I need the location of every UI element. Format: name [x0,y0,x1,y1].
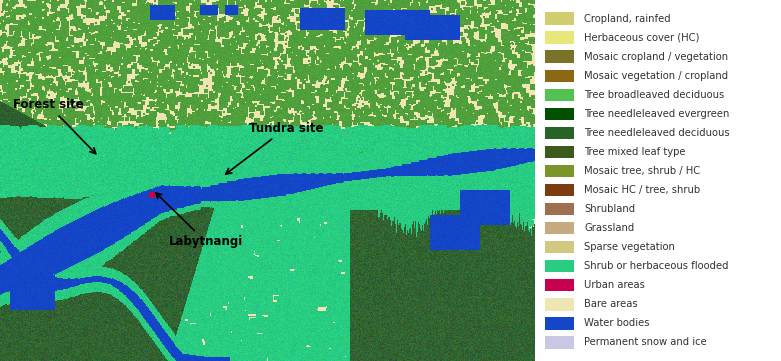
Text: Shrubland: Shrubland [584,204,635,214]
Text: Mosaic vegetation / cropland: Mosaic vegetation / cropland [584,71,729,81]
Bar [545,108,574,120]
Text: Grassland: Grassland [584,223,634,233]
Bar [545,146,574,158]
Text: Labytnangi: Labytnangi [155,193,243,248]
Text: Water bodies: Water bodies [584,318,650,329]
Bar [545,184,574,196]
Text: Sparse vegetation: Sparse vegetation [584,242,675,252]
Bar [545,31,574,44]
Text: Permanent snow and ice: Permanent snow and ice [584,338,707,347]
Text: Tree mixed leaf type: Tree mixed leaf type [584,147,686,157]
Text: Shrub or herbaceous flooded: Shrub or herbaceous flooded [584,261,729,271]
Text: Bare areas: Bare areas [584,299,638,309]
Bar [545,279,574,291]
Text: Tree needleleaved evergreen: Tree needleleaved evergreen [584,109,729,119]
Text: Urban areas: Urban areas [584,280,645,290]
Bar [545,222,574,234]
Text: Tree needleleaved deciduous: Tree needleleaved deciduous [584,128,729,138]
Bar [545,127,574,139]
Bar [545,260,574,273]
Bar [545,88,574,101]
Text: Herbaceous cover (HC): Herbaceous cover (HC) [584,32,700,43]
Text: Tundra site: Tundra site [226,122,323,174]
Bar [545,203,574,215]
Bar [545,70,574,82]
Bar [545,298,574,310]
Bar [545,241,574,253]
Bar [545,336,574,349]
Text: Forest site: Forest site [12,98,96,154]
Bar [545,12,574,25]
Bar [545,165,574,177]
Text: Mosaic cropland / vegetation: Mosaic cropland / vegetation [584,52,729,62]
Text: Mosaic tree, shrub / HC: Mosaic tree, shrub / HC [584,166,701,176]
Bar [545,317,574,330]
Text: Mosaic HC / tree, shrub: Mosaic HC / tree, shrub [584,185,701,195]
Text: Tree broadleaved deciduous: Tree broadleaved deciduous [584,90,725,100]
Bar [545,51,574,63]
Text: Cropland, rainfed: Cropland, rainfed [584,14,671,23]
